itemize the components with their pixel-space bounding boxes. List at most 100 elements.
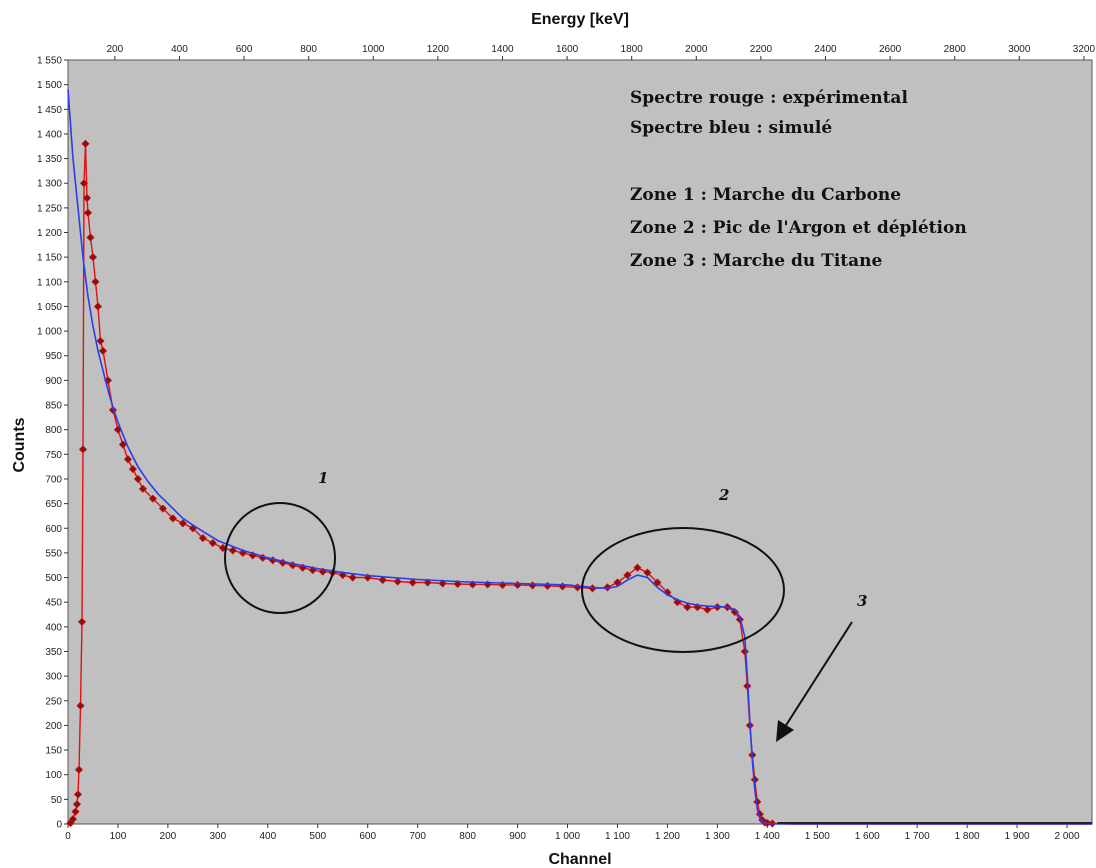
energy-axis-ticks: 200 400 600 800 1000 1200 1400 1600 1800 2000 2200… [106, 44, 1095, 60]
counts-axis-title: Counts [11, 417, 28, 472]
y-tick-label: 150 [45, 746, 62, 757]
series-experimental-point [71, 807, 80, 816]
series-experimental-point [603, 583, 612, 592]
series-experimental-point [633, 563, 642, 572]
x-tick-label: 300 [210, 831, 227, 842]
channel-axis-ticks: 0 100 200 300 400 500 600 700 800 900 1 000 1 100 1 … [65, 824, 1080, 842]
y-tick-label: 400 [45, 622, 62, 633]
y-tick-label: 1 450 [37, 105, 62, 116]
zone-2-description: Zone 2 : Pic de l'Argon et déplétion [630, 218, 967, 238]
y-tick-label: 900 [45, 376, 62, 387]
y-tick-label: 650 [45, 499, 62, 510]
y-tick-label: 1 400 [37, 129, 62, 140]
x2-tick-label: 400 [171, 44, 188, 55]
series-experimental-point [168, 514, 177, 523]
series-experimental-point [79, 179, 89, 188]
series-simulated-line [67, 89, 1092, 825]
series-experimental-point [83, 208, 93, 217]
series-experimental-point [86, 233, 95, 242]
x2-tick-label: 2000 [685, 44, 708, 55]
zone-2-ellipse [581, 527, 785, 653]
series-experimental-point [653, 578, 662, 587]
series-experimental-point [76, 701, 85, 710]
x-tick-label: 1 100 [605, 831, 630, 842]
series-experimental-point [750, 775, 759, 784]
series-experimental-point [118, 440, 128, 449]
legend-experimental: Spectre rouge : expérimental [630, 88, 908, 108]
y-tick-label: 850 [45, 401, 62, 412]
zone-1-label: 1 [318, 469, 328, 487]
x-tick-label: 1 800 [955, 831, 980, 842]
y-tick-label: 950 [45, 351, 62, 362]
x2-tick-label: 3000 [1008, 44, 1031, 55]
series-experimental-point [91, 277, 100, 286]
zone-3-description: Zone 3 : Marche du Titane [630, 251, 883, 271]
series-experimental-point [228, 546, 237, 555]
x-tick-label: 1 000 [555, 831, 580, 842]
series-experimental-point [81, 139, 90, 148]
legend-simulated: Spectre bleu : simulé [630, 118, 832, 138]
series-experimental-point [93, 302, 103, 311]
plot-area [67, 59, 1093, 825]
x2-tick-label: 2200 [750, 44, 773, 55]
x-tick-label: 800 [459, 831, 476, 842]
y-tick-label: 1 250 [37, 203, 62, 214]
x-tick-label: 400 [259, 831, 276, 842]
x2-tick-label: 2600 [879, 44, 902, 55]
y-tick-label: 800 [45, 425, 62, 436]
series-experimental-point [348, 573, 357, 582]
series-experimental-point [96, 336, 105, 346]
x-tick-label: 1 500 [805, 831, 830, 842]
series-experimental-point [703, 605, 712, 614]
y-tick-label: 200 [45, 721, 62, 732]
series-layer [66, 89, 1092, 828]
series-experimental-point [408, 578, 417, 587]
series-experimental-point [643, 568, 652, 577]
x2-tick-label: 1800 [621, 44, 644, 55]
x-tick-label: 1 300 [705, 831, 730, 842]
series-experimental-point [623, 570, 632, 580]
y-tick-label: 1 550 [37, 56, 62, 67]
zone-1-ellipse [224, 502, 336, 614]
x-tick-label: 500 [309, 831, 326, 842]
series-experimental-point [740, 647, 749, 656]
x2-tick-label: 1400 [491, 44, 514, 55]
x-tick-label: 1 600 [855, 831, 880, 842]
x2-tick-label: 1200 [427, 44, 450, 55]
y-tick-label: 350 [45, 647, 62, 658]
zone-3-label: 3 [857, 592, 867, 610]
series-experimental-point [378, 575, 387, 585]
series-experimental-point [123, 455, 133, 464]
series-experimental-point [128, 465, 138, 474]
y-tick-label: 1 500 [37, 80, 62, 91]
zone-1-description: Zone 1 : Marche du Carbone [630, 185, 901, 205]
series-experimental-point [133, 474, 143, 484]
y-tick-label: 250 [45, 696, 62, 707]
series-experimental-point [208, 538, 217, 548]
y-tick-label: 1 150 [37, 253, 62, 264]
y-tick-label: 1 300 [37, 179, 62, 190]
series-experimental-point [158, 504, 168, 513]
y-tick-label: 1 350 [37, 154, 62, 165]
x2-tick-label: 800 [300, 44, 317, 55]
y-tick-label: 1 050 [37, 302, 62, 313]
x2-tick-label: 1600 [556, 44, 579, 55]
series-experimental-point [393, 577, 402, 586]
series-experimental-point [73, 790, 83, 799]
y-tick-label: 0 [56, 820, 62, 831]
x2-tick-label: 1000 [362, 44, 385, 55]
x2-tick-label: 200 [106, 44, 123, 55]
series-experimental-point [198, 534, 207, 543]
zone-2-label: 2 [718, 486, 729, 504]
zone-3-arrowhead [776, 720, 794, 742]
x-tick-label: 1 200 [655, 831, 680, 842]
series-experimental-point [82, 193, 92, 203]
series-experimental-point [72, 800, 82, 809]
series-experimental-point [98, 346, 108, 355]
series-experimental-point [78, 445, 88, 454]
series-experimental-point [88, 253, 98, 262]
y-tick-label: 550 [45, 548, 62, 559]
series-experimental-point [74, 765, 84, 774]
x2-tick-label: 2400 [814, 44, 837, 55]
